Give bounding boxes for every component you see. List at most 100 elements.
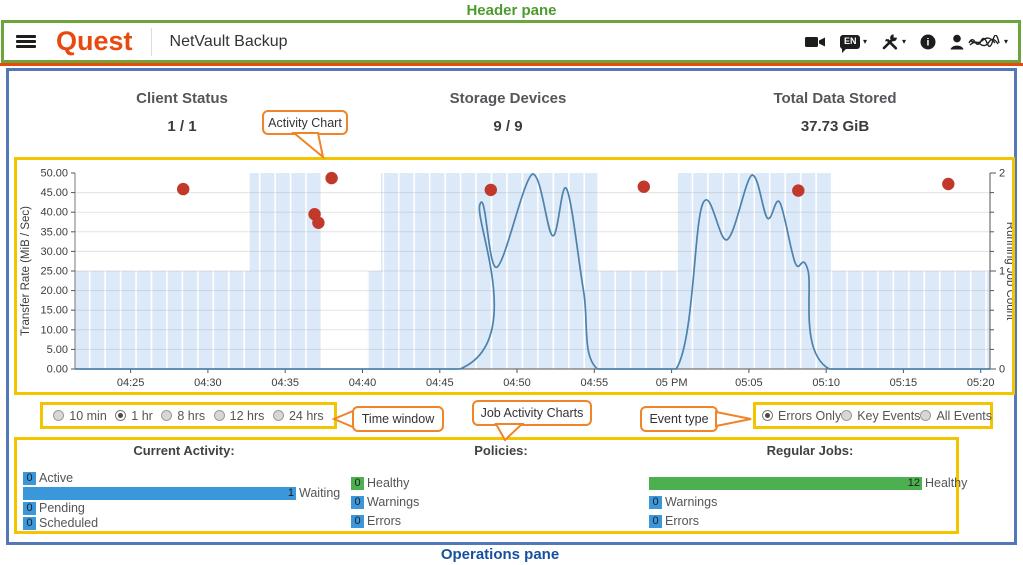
svg-text:04:40: 04:40: [349, 377, 377, 389]
radio-icon: [161, 410, 173, 421]
video-camera-icon: [805, 36, 826, 47]
info-icon: i: [920, 34, 936, 49]
time-window-option-8-hrs[interactable]: 8 hrs: [161, 409, 205, 423]
svg-text:35.00: 35.00: [40, 226, 68, 238]
event-type-option-errors-only[interactable]: Errors Only: [762, 409, 841, 423]
svg-text:30.00: 30.00: [40, 246, 68, 258]
bar: 0: [23, 501, 36, 515]
svg-text:10.00: 10.00: [40, 324, 68, 336]
annotation-tail: [291, 132, 325, 159]
menu-icon[interactable]: [14, 33, 38, 50]
svg-text:45.00: 45.00: [40, 187, 68, 199]
time-window-option-12-hrs[interactable]: 12 hrs: [213, 408, 265, 423]
radio-label: All Events: [936, 408, 993, 423]
annotation-job-activity-charts: Job Activity Charts: [472, 400, 592, 426]
job-activity-column: Regular Jobs: 12 Healthy 0 Warnings 0 Errors: [649, 443, 971, 533]
time-window-option-24-hrs[interactable]: 24 hrs: [272, 409, 324, 423]
bar-label: Healthy: [367, 476, 410, 490]
radio-icon: [115, 410, 127, 421]
bar-label: Warnings: [665, 495, 718, 509]
svg-text:05:20: 05:20: [967, 377, 995, 389]
bar: 0: [649, 514, 662, 528]
username-scribble: [968, 34, 1000, 47]
column-title: Policies:: [474, 443, 528, 458]
radio-icon: [762, 410, 773, 421]
event-type-option-all-events[interactable]: All Events: [920, 409, 992, 423]
user-menu-button[interactable]: ▾: [950, 34, 1008, 50]
job-activity-charts-box: Current Activity: 0 Active 1 Waiting 0 Pending…: [14, 437, 967, 534]
svg-text:5.00: 5.00: [47, 344, 68, 356]
svg-text:2: 2: [999, 168, 1005, 180]
svg-text:05:05: 05:05: [735, 377, 763, 389]
stat-label: Total Data Stored: [773, 90, 897, 107]
tools-icon: [882, 34, 898, 50]
annotation-operations-pane: Operations pane: [440, 546, 560, 563]
column-title: Current Activity:: [133, 443, 235, 458]
job-bar-scheduled[interactable]: 0 Scheduled: [23, 516, 345, 530]
bar-label: Scheduled: [39, 516, 99, 530]
stat-value: 1 / 1: [167, 118, 197, 135]
bar-label: Healthy: [925, 476, 968, 490]
app-title: NetVault Backup: [169, 32, 288, 50]
header-divider: [150, 27, 152, 56]
language-badge: EN: [840, 34, 860, 53]
svg-text:40.00: 40.00: [40, 207, 68, 219]
radio-label: 1 hr: [131, 408, 153, 423]
job-bar-healthy[interactable]: 0 Healthy: [351, 476, 651, 490]
job-bar-errors[interactable]: 0 Errors: [351, 514, 651, 528]
bar: 0: [351, 514, 364, 528]
bar-label: Warnings: [367, 495, 420, 509]
bar-label: Pending: [39, 501, 85, 515]
stat-value: 9 / 9: [493, 118, 523, 135]
brand-rule: [0, 63, 1023, 66]
job-activity-column: Current Activity: 0 Active 1 Waiting 0 Pending…: [23, 443, 345, 531]
radio-label: 8 hrs: [177, 408, 206, 423]
monitor-button[interactable]: [805, 34, 826, 50]
radio-label: 12 hrs: [229, 408, 265, 423]
time-window-option-1-hr[interactable]: 1 hr: [115, 409, 153, 423]
info-button[interactable]: i: [920, 34, 936, 50]
bar: 0: [23, 471, 36, 485]
bar: 0: [351, 495, 364, 509]
job-bar-errors[interactable]: 0 Errors: [649, 514, 971, 528]
event-type-option-key-events[interactable]: Key Events: [841, 409, 920, 423]
bar: 0: [351, 476, 364, 490]
radio-label: 10 min: [69, 408, 107, 423]
svg-text:05:15: 05:15: [890, 377, 918, 389]
stat-value: 37.73 GiB: [800, 118, 870, 135]
quest-logo: Quest: [56, 26, 133, 56]
job-bar-warnings[interactable]: 0 Warnings: [649, 495, 971, 509]
bar-label: Active: [39, 471, 74, 485]
job-bar-healthy[interactable]: 12 Healthy: [649, 476, 971, 490]
svg-text:05 PM: 05 PM: [656, 377, 688, 389]
svg-text:04:45: 04:45: [426, 377, 454, 389]
bar: 1: [23, 486, 296, 500]
chevron-down-icon: ▾: [862, 37, 867, 46]
svg-text:1: 1: [999, 266, 1005, 278]
job-bar-waiting[interactable]: 1 Waiting: [23, 486, 345, 500]
bar: 0: [23, 516, 36, 530]
chevron-down-icon: ▾: [901, 37, 906, 46]
job-bar-active[interactable]: 0 Active: [23, 471, 345, 485]
svg-text:20.00: 20.00: [40, 285, 68, 297]
annotation-tail: [715, 410, 752, 428]
svg-text:04:35: 04:35: [271, 377, 299, 389]
radio-icon: [920, 410, 932, 421]
job-bar-pending[interactable]: 0 Pending: [23, 501, 345, 515]
bar-label: Errors: [367, 514, 402, 528]
svg-text:Running Job Count: Running Job Count: [1004, 222, 1012, 321]
svg-text:50.00: 50.00: [40, 168, 68, 180]
stat-total-data-stored: Total Data Stored 37.73 GiB: [685, 90, 985, 135]
settings-button[interactable]: ▾: [881, 33, 906, 50]
language-button[interactable]: EN ▾: [840, 34, 867, 53]
stat-label: Client Status: [136, 90, 228, 107]
bar-label: Waiting: [299, 486, 341, 500]
svg-text:0.00: 0.00: [47, 364, 68, 376]
job-activity-column: Policies: 0 Healthy 0 Warnings 0 Errors: [351, 443, 651, 533]
header-bar: Quest NetVault Backup EN ▾ ▾: [1, 20, 1021, 63]
chevron-down-icon: ▾: [1003, 37, 1008, 46]
job-bar-warnings[interactable]: 0 Warnings: [351, 495, 651, 509]
svg-text:04:55: 04:55: [581, 377, 609, 389]
time-window-option-10-min[interactable]: 10 min: [53, 409, 107, 423]
event-type-group: Errors Only Key Events All Events: [753, 402, 993, 429]
